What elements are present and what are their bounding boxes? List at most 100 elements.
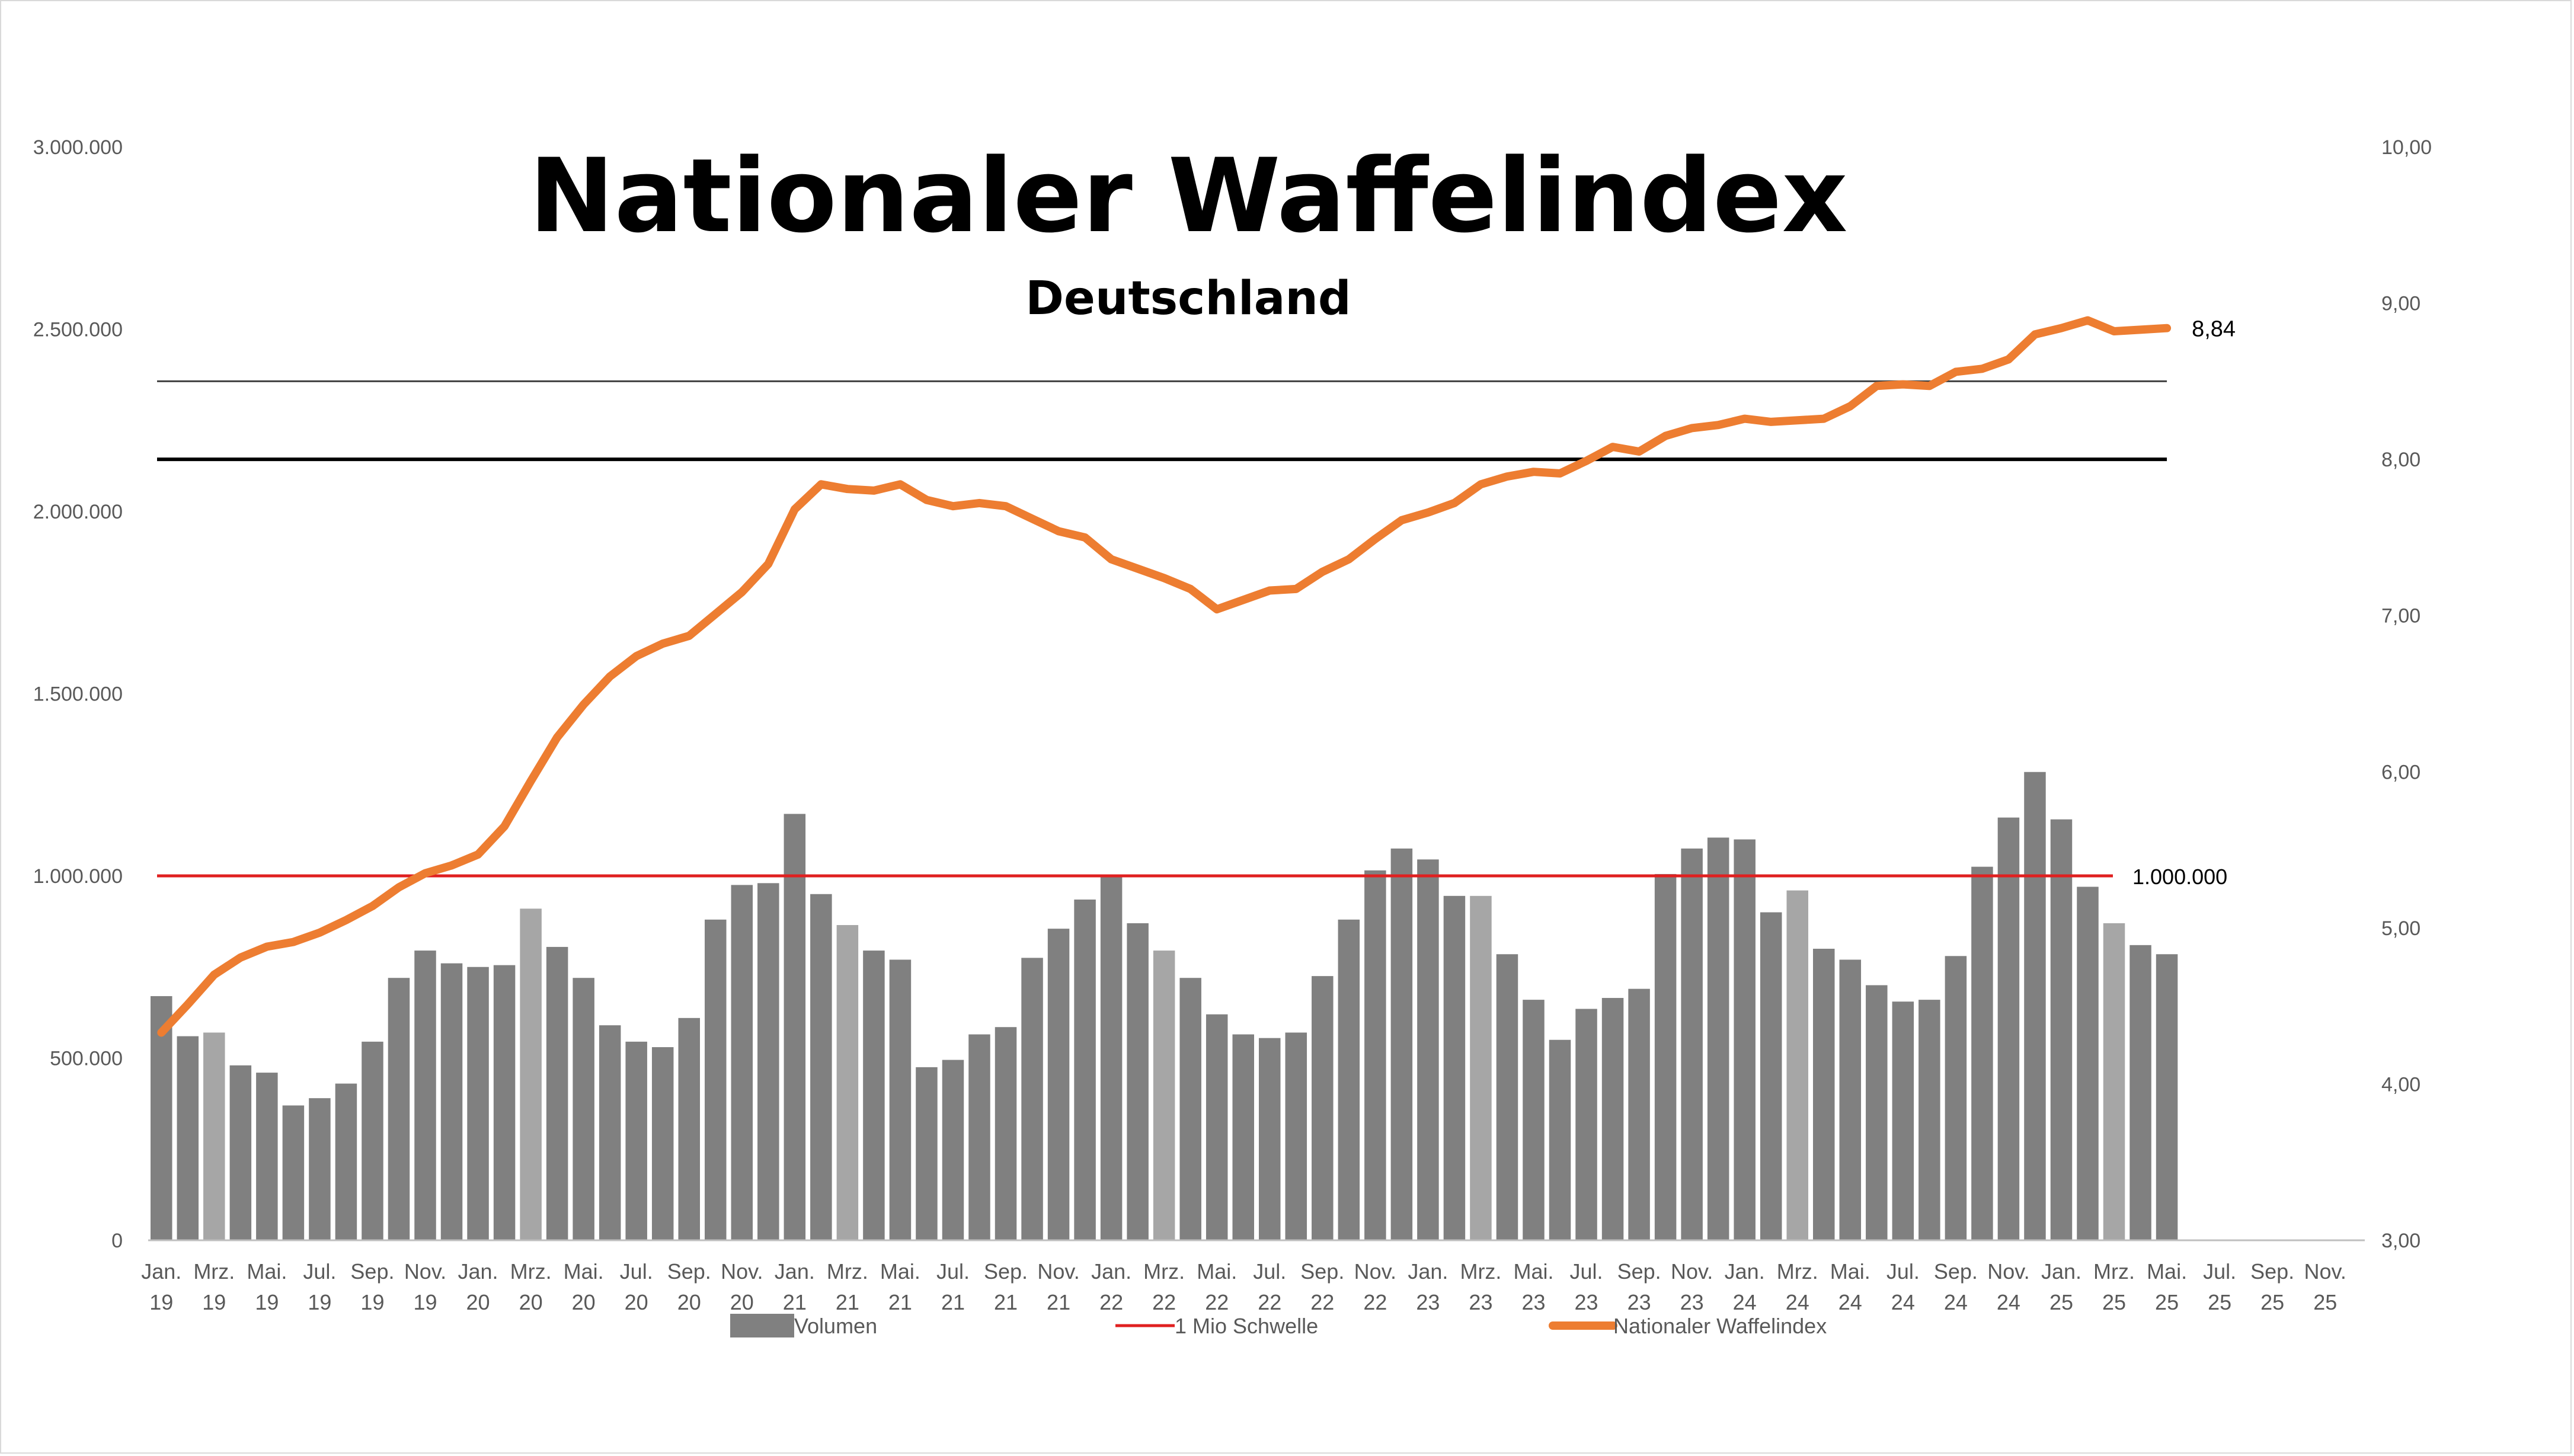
volume-bar bbox=[1232, 1034, 1254, 1240]
volume-bar bbox=[1338, 919, 1360, 1240]
x-tick-label-year: 24 bbox=[1997, 1290, 2020, 1314]
volume-bar bbox=[1127, 923, 1149, 1240]
bars-layer bbox=[151, 772, 2178, 1240]
x-tick-label-year: 22 bbox=[1258, 1290, 1281, 1314]
x-tick-label-year: 23 bbox=[1521, 1290, 1545, 1314]
x-tick-label-month: Jul. bbox=[1886, 1259, 1920, 1284]
volume-bar bbox=[810, 894, 832, 1240]
volume-bar bbox=[1417, 859, 1439, 1240]
x-tick-label-month: Jan. bbox=[775, 1259, 815, 1284]
volume-bar bbox=[1971, 866, 1993, 1240]
legend: Volumen 1 Mio Schwelle Nationaler Waffelin… bbox=[730, 1314, 1827, 1338]
volume-bar bbox=[1734, 839, 1756, 1240]
volume-bar bbox=[705, 919, 727, 1240]
volume-bar bbox=[1628, 988, 1650, 1240]
y-left-tick-label: 3.000.000 bbox=[33, 136, 123, 159]
x-tick-label-year: 23 bbox=[1416, 1290, 1440, 1314]
volume-bar bbox=[1707, 837, 1729, 1240]
y-left-tick-label: 0 bbox=[111, 1230, 123, 1252]
axes-layer: Jan. 19 Mrz. 19 Mai. 19 Jul. 19 Sep. 19 Nov. 19 Jan.… bbox=[33, 136, 2432, 1314]
x-tick-label-month: Mrz. bbox=[827, 1259, 868, 1284]
volume-bar bbox=[678, 1017, 700, 1240]
x-tick-label-year: 19 bbox=[202, 1290, 226, 1314]
volume-bar bbox=[1654, 873, 1677, 1240]
volume-bar bbox=[1364, 870, 1386, 1240]
volume-bar bbox=[1918, 1000, 1940, 1240]
chart-subtitle: Deutschland bbox=[1025, 272, 1351, 325]
x-tick-label-month: Nov. bbox=[1354, 1259, 1396, 1284]
x-tick-label-month: Mrz. bbox=[1777, 1259, 1818, 1284]
x-tick-label-year: 22 bbox=[1205, 1290, 1229, 1314]
x-tick-label-year: 25 bbox=[2260, 1290, 2284, 1314]
volume-bar bbox=[229, 1065, 252, 1240]
volume-bar bbox=[1813, 949, 1835, 1240]
x-tick-label-month: Mai. bbox=[564, 1259, 604, 1284]
x-tick-label-month: Jul. bbox=[620, 1259, 653, 1284]
x-tick-label-year: 22 bbox=[1363, 1290, 1387, 1314]
legend-label-waffelindex: Nationaler Waffelindex bbox=[1613, 1314, 1827, 1338]
volume-bar bbox=[1997, 817, 2020, 1240]
volume-bar bbox=[1047, 929, 1070, 1240]
x-tick-label-month: Mrz. bbox=[193, 1259, 235, 1284]
x-tick-label-month: Nov. bbox=[1037, 1259, 1079, 1284]
volume-bar bbox=[1892, 1001, 1914, 1240]
x-tick-label-year: 19 bbox=[308, 1290, 331, 1314]
x-tick-label-year: 25 bbox=[2208, 1290, 2231, 1314]
y-right-tick-label: 10,00 bbox=[2381, 136, 2432, 159]
x-tick-label-year: 20 bbox=[466, 1290, 490, 1314]
volume-bar bbox=[995, 1027, 1017, 1240]
x-tick-label-month: Jul. bbox=[303, 1259, 336, 1284]
volume-bar bbox=[467, 967, 489, 1240]
volume-bar bbox=[546, 946, 568, 1240]
x-tick-label-year: 20 bbox=[572, 1290, 596, 1314]
x-tick-label-year: 21 bbox=[994, 1290, 1018, 1314]
volume-bar bbox=[1575, 1009, 1597, 1240]
volume-bar bbox=[1945, 956, 1967, 1240]
x-tick-label-month: Jan. bbox=[1408, 1259, 1448, 1284]
x-tick-label-year: 23 bbox=[1575, 1290, 1598, 1314]
x-tick-label-month: Mai. bbox=[1830, 1259, 1870, 1284]
x-tick-label-year: 19 bbox=[149, 1290, 173, 1314]
y-left-tick-label: 2.000.000 bbox=[33, 501, 123, 523]
x-tick-label-month: Nov. bbox=[404, 1259, 446, 1284]
waffelindex-end-label: 8,84 bbox=[2192, 317, 2236, 342]
volume-bar bbox=[757, 883, 779, 1240]
x-tick-label-year: 24 bbox=[1944, 1290, 1968, 1314]
legend-label-schwelle: 1 Mio Schwelle bbox=[1175, 1314, 1318, 1338]
x-tick-label-month: Jan. bbox=[1091, 1259, 1131, 1284]
x-tick-label-year: 22 bbox=[1099, 1290, 1123, 1314]
volume-bar bbox=[573, 978, 594, 1240]
x-tick-label-month: Nov. bbox=[1671, 1259, 1713, 1284]
volume-bar bbox=[2103, 923, 2125, 1240]
x-tick-label-month: Sep. bbox=[667, 1259, 711, 1284]
volume-bar bbox=[1312, 976, 1334, 1240]
volume-bar bbox=[836, 925, 859, 1240]
volume-bar bbox=[1549, 1039, 1571, 1240]
x-tick-label-month: Mai. bbox=[2147, 1259, 2187, 1284]
x-tick-label-year: 20 bbox=[625, 1290, 648, 1314]
volume-bar bbox=[1760, 912, 1782, 1240]
volume-bar bbox=[1496, 954, 1518, 1240]
x-tick-label-month: Mrz. bbox=[1143, 1259, 1185, 1284]
volume-bar bbox=[1100, 876, 1123, 1240]
x-tick-label-year: 22 bbox=[1152, 1290, 1176, 1314]
volume-bar bbox=[440, 963, 463, 1240]
x-tick-label-month: Sep. bbox=[1300, 1259, 1344, 1284]
x-tick-label-month: Mrz. bbox=[2093, 1259, 2135, 1284]
volume-bar bbox=[916, 1067, 938, 1240]
volume-bar bbox=[731, 885, 753, 1240]
volume-bar bbox=[1206, 1014, 1228, 1240]
x-tick-label-year: 24 bbox=[1786, 1290, 1809, 1314]
x-tick-label-year: 19 bbox=[360, 1290, 384, 1314]
volume-bar bbox=[863, 951, 885, 1240]
x-tick-label-year: 20 bbox=[730, 1290, 754, 1314]
volume-bar bbox=[889, 959, 912, 1240]
x-tick-label-year: 24 bbox=[1891, 1290, 1915, 1314]
volume-bar bbox=[177, 1036, 199, 1240]
x-tick-label-month: Mai. bbox=[247, 1259, 287, 1284]
volume-bar bbox=[1074, 899, 1096, 1240]
x-tick-label-year: 20 bbox=[677, 1290, 701, 1314]
volume-bar bbox=[493, 965, 516, 1240]
volume-bar bbox=[362, 1041, 383, 1240]
